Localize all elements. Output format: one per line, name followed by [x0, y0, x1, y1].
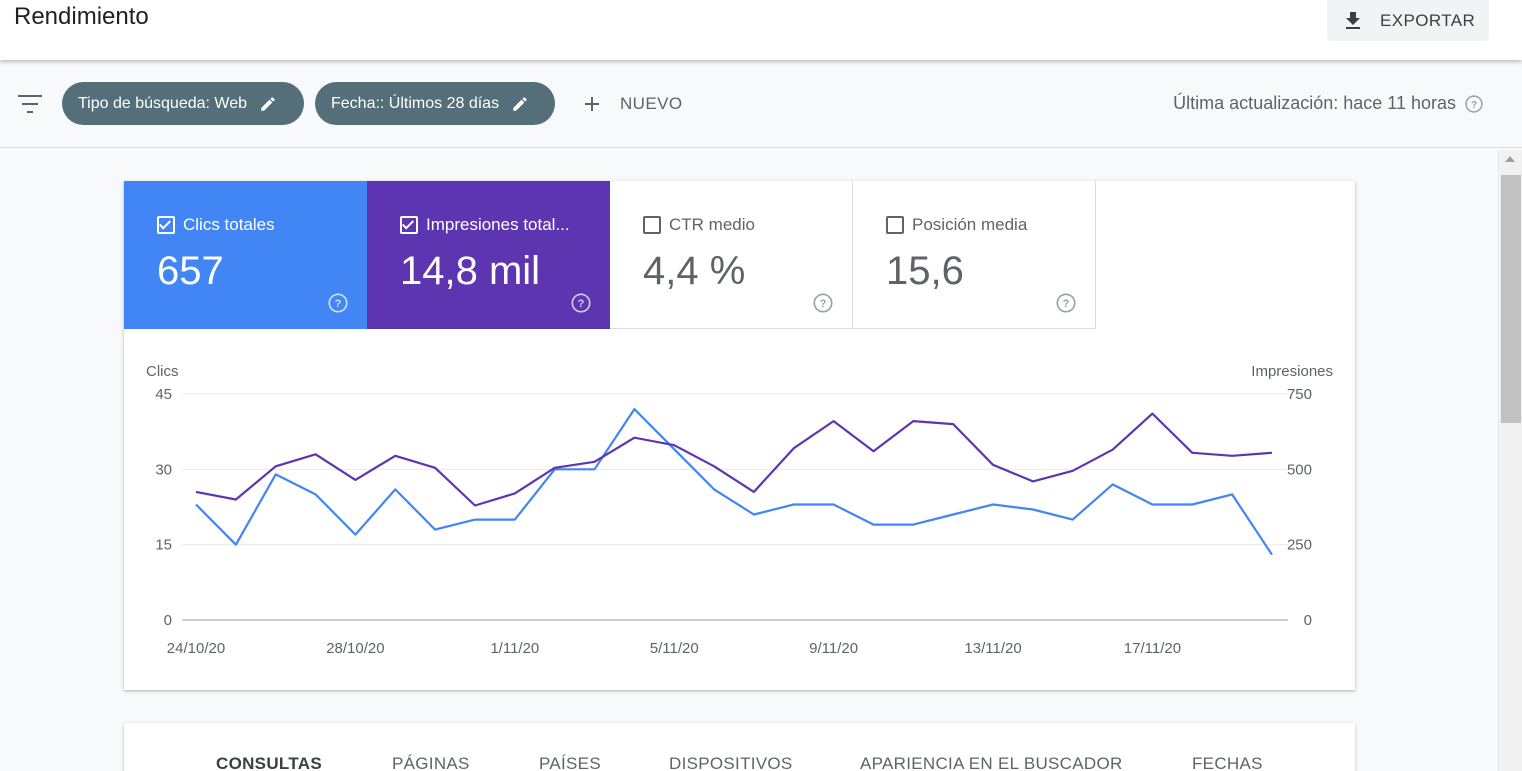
- x-tick-label: 9/11/20: [809, 640, 858, 657]
- metric-total-impressions[interactable]: Impresiones total... 14,8 mil ?: [367, 181, 610, 329]
- chip-label: Tipo de búsqueda: Web: [78, 94, 248, 112]
- y-tick-label-left: 45: [155, 386, 172, 403]
- chip-label: Fecha:: Últimos 28 días: [331, 94, 500, 112]
- series-line-impresiones: [195, 412, 1273, 507]
- metric-total-clicks[interactable]: Clics totales 657 ?: [124, 181, 367, 329]
- tab-pages[interactable]: PÁGINAS: [392, 754, 470, 771]
- svg-text:?: ?: [1471, 99, 1477, 110]
- page-title: Rendimiento: [14, 3, 149, 30]
- download-icon: [1346, 11, 1360, 29]
- svg-text:?: ?: [1063, 298, 1070, 310]
- metric-value: 657: [157, 249, 224, 293]
- y-axis-left-title: Clics: [146, 363, 179, 380]
- new-filter-button[interactable]: NUEVO: [580, 88, 682, 120]
- help-icon[interactable]: ?: [1055, 292, 1077, 314]
- checkbox-checked-icon[interactable]: [400, 216, 418, 234]
- help-icon[interactable]: ?: [1464, 94, 1484, 114]
- x-tick-label: 28/10/20: [326, 640, 384, 657]
- help-icon[interactable]: ?: [570, 292, 592, 314]
- y-tick-label-right: 250: [1287, 537, 1312, 554]
- metric-average-ctr[interactable]: CTR medio 4,4 % ?: [610, 181, 853, 329]
- metric-label: Posición media: [912, 215, 1028, 234]
- x-tick-label: 24/10/20: [167, 640, 225, 657]
- scrollbar-thumb[interactable]: [1501, 175, 1521, 423]
- y-tick-label-left: 15: [155, 537, 172, 554]
- scrollbar[interactable]: [1498, 150, 1522, 771]
- edit-icon: [261, 96, 275, 111]
- last-update-text: Última actualización: hace 11 horas: [1173, 93, 1456, 113]
- metric-label: CTR medio: [669, 215, 755, 234]
- svg-text:?: ?: [335, 298, 342, 310]
- tab-devices[interactable]: DISPOSITIVOS: [669, 754, 793, 771]
- filter-chip-date[interactable]: Fecha:: Últimos 28 días: [315, 82, 555, 125]
- metric-label: Clics totales: [183, 215, 275, 234]
- metric-value: 4,4 %: [643, 249, 746, 293]
- last-update: Última actualización: hace 11 horas ?: [1173, 93, 1484, 114]
- checkbox-unchecked-icon[interactable]: [643, 216, 661, 234]
- tab-countries[interactable]: PAÍSES: [539, 754, 601, 771]
- y-tick-label-right: 500: [1287, 461, 1312, 478]
- y-tick-label-left: 0: [164, 612, 172, 629]
- metric-label: Impresiones total...: [426, 215, 570, 234]
- y-tick-label-right: 0: [1304, 612, 1312, 629]
- filter-chip-search-type[interactable]: Tipo de búsqueda: Web: [62, 82, 304, 125]
- export-button[interactable]: EXPORTAR: [1327, 0, 1489, 41]
- checkbox-unchecked-icon[interactable]: [886, 216, 904, 234]
- series-line-clics: [195, 407, 1273, 556]
- export-label: EXPORTAR: [1380, 10, 1476, 30]
- performance-card: Clics totales 657 ? Impresiones total...…: [124, 181, 1355, 690]
- performance-chart: Clics Impresiones 0 15 30 45 0 250 500 750 24/10/2…: [124, 329, 1355, 690]
- y-tick-label-right: 750: [1287, 386, 1312, 403]
- metric-value: 15,6: [886, 249, 964, 293]
- top-header: Rendimiento EXPORTAR: [0, 0, 1522, 60]
- edit-icon: [513, 96, 527, 111]
- metric-value: 14,8 mil: [400, 249, 541, 293]
- checkbox-checked-icon[interactable]: [157, 216, 175, 234]
- x-tick-label: 1/11/20: [490, 640, 539, 657]
- x-tick-label: 13/11/20: [964, 640, 1021, 657]
- filter-bar: Tipo de búsqueda: Web Fecha:: Últimos 28…: [0, 60, 1522, 148]
- scroll-up-arrow-icon[interactable]: [1505, 156, 1515, 162]
- filter-icon[interactable]: [18, 93, 42, 115]
- help-icon[interactable]: ?: [812, 292, 834, 314]
- line-chart-svg: Clics Impresiones 0 15 30 45 0 250 500 750 24/10/2…: [146, 363, 1333, 657]
- metric-average-position[interactable]: Posición media 15,6 ?: [853, 181, 1096, 329]
- tab-queries[interactable]: CONSULTAS: [216, 754, 322, 771]
- tab-dates[interactable]: FECHAS: [1192, 754, 1263, 771]
- x-tick-label: 5/11/20: [650, 640, 699, 657]
- y-axis-right-title: Impresiones: [1251, 363, 1333, 380]
- y-tick-label-left: 30: [155, 461, 172, 478]
- new-filter-label: NUEVO: [620, 94, 683, 113]
- svg-text:?: ?: [820, 298, 827, 310]
- tab-search-appearance[interactable]: APARIENCIA EN EL BUSCADOR: [860, 754, 1123, 771]
- help-icon[interactable]: ?: [327, 292, 349, 314]
- dimension-tabs: CONSULTAS PÁGINAS PAÍSES DISPOSITIVOS AP…: [124, 723, 1355, 771]
- x-tick-label: 17/11/20: [1124, 640, 1181, 657]
- svg-text:?: ?: [578, 298, 585, 310]
- plus-icon: [585, 97, 599, 111]
